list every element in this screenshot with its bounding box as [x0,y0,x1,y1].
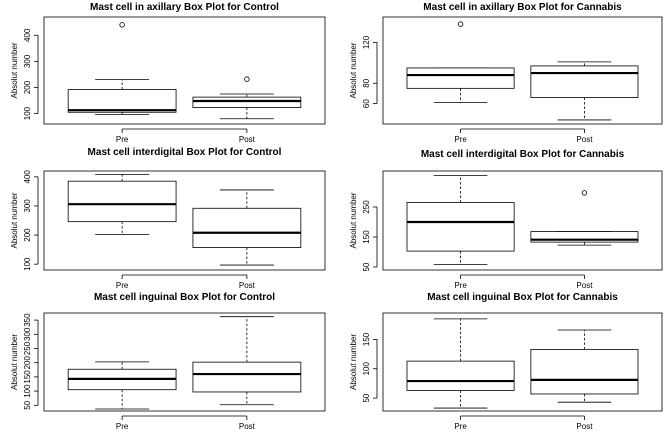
chart-title: Mast cell inguinal Box Plot for Cannabis [427,292,618,303]
box-pre [406,318,515,409]
box-plot-panel: Mast cell interdigital Box Plot for Cont… [10,147,326,290]
interquartile-box [530,348,639,395]
y-tick-label: 200 [23,228,32,242]
y-tick-label: 250 [362,200,371,214]
y-tick-label: 150 [23,370,32,384]
interquartile-box [530,65,639,98]
y-axis-label: Absolut number [349,42,358,98]
y-tick-label: 200 [23,355,32,369]
y-tick-label: 200 [23,80,32,94]
y-tick-label: 250 [23,341,32,355]
box-plot-panel: Mast cell inguinal Box Plot for Cannabis… [349,292,663,431]
chart-title: Mast cell in axillary Box Plot for Contr… [90,2,279,13]
interquartile-box [406,67,515,89]
box-post [192,189,302,266]
plot-frame [43,312,326,412]
x-tick-label: Pre [454,281,467,290]
y-tick-label: 50 [362,393,371,402]
y-tick-label: 100 [362,362,371,376]
y-axis-label: Absolut number [349,334,358,390]
box-plot-panel: Mast cell in axillary Box Plot for Contr… [10,2,326,144]
box-post [530,190,639,246]
interquartile-box [192,96,302,108]
x-tick-label: Post [239,135,256,144]
x-tick-label: Post [576,281,593,290]
x-tick-label: Pre [454,135,467,144]
outlier-point [457,21,464,27]
y-tick-label: 150 [362,230,371,244]
x-tick-label: Post [239,281,256,290]
y-tick-label: 120 [362,35,371,49]
plot-frame [382,16,663,125]
outlier-point [119,22,125,28]
plot-frame [43,16,326,125]
outlier-point [581,190,588,196]
box-pre [406,21,515,103]
y-tick-label: 100 [23,106,32,120]
chart-title: Mast cell inguinal Box Plot for Control [94,292,275,303]
plot-frame [43,170,326,271]
y-tick-label: 100 [23,257,32,271]
box-post [192,316,302,406]
interquartile-box [530,231,639,243]
y-tick-label: 300 [23,54,32,68]
interquartile-box [406,360,515,391]
interquartile-box [192,361,302,393]
y-tick-label: 400 [23,28,32,42]
y-tick-label: 80 [362,78,371,87]
box-pre [406,175,515,266]
chart-title: Mast cell in axillary Box Plot for Canna… [423,2,622,13]
x-tick-label: Pre [116,135,129,144]
y-tick-label: 350 [23,313,32,327]
box-post [530,61,639,121]
box-plot-panel: Mast cell interdigital Box Plot for Cann… [349,149,663,290]
x-tick-label: Pre [116,281,129,290]
y-tick-label: 100 [23,384,32,398]
y-axis-label: Absolut number [10,192,19,248]
x-tick-label: Post [576,422,593,431]
x-tick-label: Pre [116,422,129,431]
y-tick-label: 300 [23,327,32,341]
box-plot-panel: Mast cell in axillary Box Plot for Canna… [349,2,663,144]
y-axis-label: Absolut number [10,334,19,390]
y-tick-label: 60 [362,99,371,108]
chart-title: Mast cell interdigital Box Plot for Cann… [421,149,625,160]
box-post [192,76,302,120]
outlier-point [244,76,250,82]
interquartile-box [67,180,177,223]
y-tick-label: 400 [23,170,32,184]
plot-frame [382,312,663,412]
y-axis-label: Absolut number [10,42,19,98]
interquartile-box [67,89,177,113]
y-tick-label: 50 [362,262,371,271]
box-pre [67,361,177,410]
interquartile-box [192,207,302,248]
plot-frame [382,170,663,271]
interquartile-box [406,202,515,252]
x-tick-label: Post [576,135,593,144]
box-pre [67,174,177,235]
x-tick-label: Post [239,422,256,431]
y-tick-label: 150 [362,332,371,346]
y-tick-label: 50 [23,400,32,409]
box-pre [67,22,177,115]
x-tick-label: Pre [454,422,467,431]
chart-title: Mast cell interdigital Box Plot for Cont… [88,147,282,158]
y-axis-label: Absolut number [349,192,358,248]
y-tick-label: 300 [23,199,32,213]
box-plot-panel: Mast cell inguinal Box Plot for Control 5… [10,292,326,431]
box-post [530,329,639,403]
